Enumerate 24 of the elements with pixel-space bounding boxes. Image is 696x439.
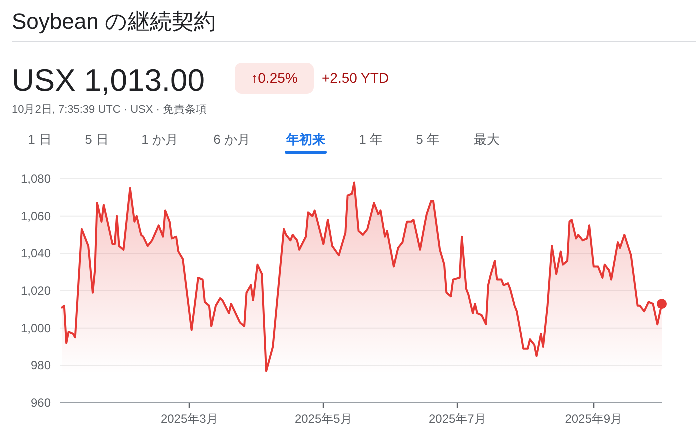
text: 年初来 [286,132,326,147]
y-tick-label: 1,020 [20,284,52,298]
text: USX 1,013.00 [12,63,206,98]
text: 最大 [474,132,500,147]
y-tick-label: 1,060 [20,209,52,224]
chart-title: Soybean の継続契約 [12,9,216,34]
x-tick-label: 2025年7月 [428,412,486,426]
x-tick-label: 2025年3月 [160,412,218,426]
x-tick-label: 2025年9月 [565,412,623,426]
y-tick-label: 1,040 [20,246,52,261]
text: 6 か月 [214,132,250,147]
text: 1 年 [359,132,383,147]
text: +2.50 YTD [322,70,390,86]
text: ↑0.25% [251,70,298,86]
x-tick-label: 2025年5月 [294,412,352,426]
y-tick-label: 960 [30,396,52,410]
y-tick-label: 980 [30,358,52,373]
text: 5 日 [85,132,109,147]
y-tick-label: 1,080 [20,172,52,186]
text: 1 か月 [142,132,178,147]
y-tick-label: 1,000 [20,321,52,336]
chart-subtitle: 10月2日, 7:35:39 UTC · USX · 免責条項 [12,103,207,116]
text: 1 日 [28,132,52,147]
text: 5 年 [416,132,440,147]
